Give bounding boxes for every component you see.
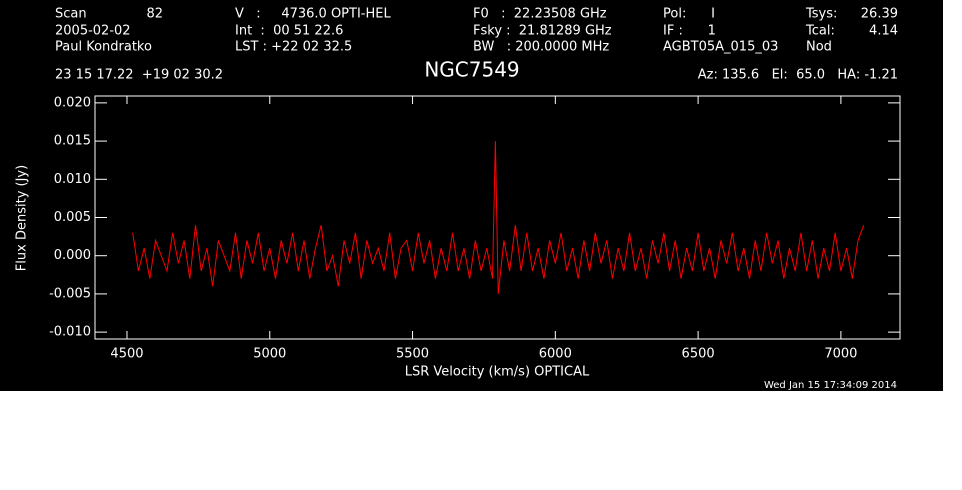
x-tick-label: 5000 xyxy=(253,347,286,362)
header-text: 82 xyxy=(146,7,163,22)
header-text: 4.14 xyxy=(869,24,898,39)
x-axis-label: LSR Velocity (km/s) OPTICAL xyxy=(405,365,590,380)
x-tick-label: 5500 xyxy=(396,347,429,362)
y-tick-label: -0.005 xyxy=(49,286,91,301)
header-text: BW : 200.0000 MHz xyxy=(473,40,609,55)
header-text: Nod xyxy=(806,40,832,55)
y-tick-label: -0.010 xyxy=(49,325,91,340)
spectrum-line xyxy=(132,141,865,294)
header-text: F0 : 22.23508 GHz xyxy=(473,7,607,22)
y-axis-label: Flux Density (Jy) xyxy=(15,165,30,271)
header-text: V : 4736.0 OPTI-HEL xyxy=(235,7,391,22)
x-tick-label: 6500 xyxy=(682,347,715,362)
x-tick-label: 6000 xyxy=(539,347,572,362)
y-tick-label: 0.020 xyxy=(54,95,91,110)
header-text: Scan xyxy=(55,7,87,22)
header-text: 2005-02-02 xyxy=(55,24,131,39)
header-text: Tsys: xyxy=(805,7,837,22)
header-text: LST : +22 02 32.5 xyxy=(235,40,352,55)
header-text: AGBT05A_015_03 xyxy=(663,40,778,55)
header-text: Int : 00 51 22.6 xyxy=(235,24,343,39)
header-text: Tcal: xyxy=(805,24,835,39)
chart-title: NGC7549 xyxy=(424,58,519,82)
header-text: 26.39 xyxy=(861,7,898,22)
header-text: Pol: I xyxy=(663,7,715,22)
header-text: Paul Kondratko xyxy=(55,40,152,55)
header-text: Az: 135.6 El: 65.0 HA: -1.21 xyxy=(698,68,898,83)
x-tick-label: 4500 xyxy=(110,347,143,362)
x-tick-label: 7000 xyxy=(824,347,857,362)
y-tick-label: 0.000 xyxy=(54,248,91,263)
plot-background xyxy=(0,0,943,391)
header-text: 23 15 17.22 +19 02 30.2 xyxy=(55,68,223,83)
header-text: IF : 1 xyxy=(663,24,716,39)
header-text: Fsky : 21.81289 GHz xyxy=(473,24,612,39)
y-tick-label: 0.005 xyxy=(54,210,91,225)
timestamp: Wed Jan 15 17:34:09 2014 xyxy=(764,380,897,391)
y-tick-label: 0.010 xyxy=(54,172,91,187)
y-tick-label: 0.015 xyxy=(54,134,91,149)
